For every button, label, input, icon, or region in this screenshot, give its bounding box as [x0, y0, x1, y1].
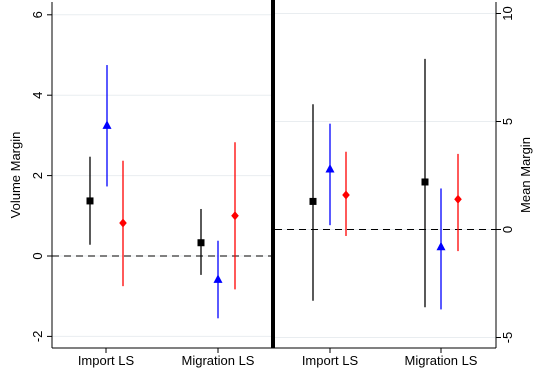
square-point: [309, 197, 317, 205]
square-point: [86, 197, 94, 205]
x-tick-label: Import LS: [302, 353, 359, 368]
right-y-tick-label: 10: [500, 6, 515, 20]
right-y-tick-label: 0: [500, 226, 515, 233]
diamond-point: [342, 190, 350, 200]
x-tick-label: Import LS: [78, 353, 135, 368]
square-point: [421, 178, 429, 186]
triangle-point: [325, 164, 335, 173]
left-y-tick-label: 6: [30, 11, 45, 18]
left-y-tick-label: 4: [30, 92, 45, 99]
axes: [47, 0, 501, 353]
triangle-point: [102, 120, 112, 129]
data-marks: [86, 58, 462, 319]
right-y-tick-label: -5: [500, 332, 515, 344]
x-tick-label: Migration LS: [405, 353, 478, 368]
diamond-point: [119, 218, 127, 228]
triangle-point: [213, 274, 223, 283]
right-y-tick-label: 5: [500, 118, 515, 125]
left-y-tick-label: 2: [30, 172, 45, 179]
square-point: [197, 239, 205, 247]
left-y-tick-label: 0: [30, 252, 45, 259]
left-axis-title: Volume Margin: [8, 132, 23, 219]
labels: -2 0 2 4 6 -5 0 5 10 Volume Margin Mean Margin Impo…: [8, 6, 533, 368]
left-y-tick-label: -2: [30, 331, 45, 343]
triangle-point: [436, 241, 446, 251]
diamond-point: [454, 194, 462, 204]
diamond-point: [231, 211, 239, 221]
right-axis-title: Mean Margin: [518, 137, 533, 213]
x-tick-label: Migration LS: [182, 353, 255, 368]
